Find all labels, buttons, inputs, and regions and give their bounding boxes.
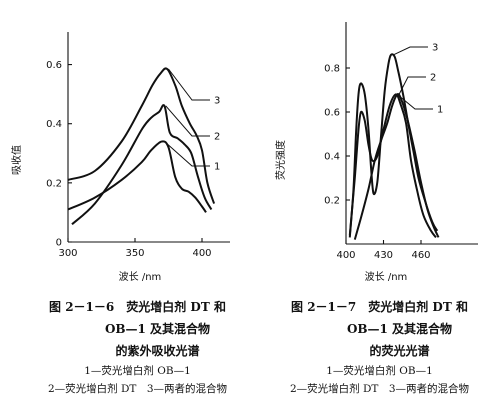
uv-chart-y-tick-label: 0 — [56, 238, 62, 249]
uv-chart-x-tick-label: 400 — [192, 248, 211, 259]
uv-chart-x-axis-title: 波长 /nm — [119, 270, 162, 283]
fl-chart-x-tick-label: 430 — [374, 250, 393, 261]
fl-chart-y-tick-label: 0.4 — [324, 152, 340, 163]
fl-chart-x-tick-label: 400 — [336, 250, 355, 261]
uv-chart-series-2-leader — [165, 105, 210, 137]
right-caption-line1: 图 2－1－7 荧光增白剂 DT 和 — [291, 300, 468, 314]
left-caption-line2: OB—1 及其混合物 — [104, 322, 211, 336]
right-caption-line3: 的荧光光谱 — [369, 344, 430, 358]
uv-chart-y-tick-label: 0.4 — [46, 119, 62, 130]
uv-chart-series-1-line — [67, 140, 207, 213]
uv-chart-x-tick-label: 300 — [58, 248, 77, 259]
fl-chart-y-axis-title: 荧光强度 — [274, 140, 287, 180]
fl-chart-series-3-label: 3 — [432, 43, 438, 54]
fl-chart-x-axis-title: 波长 /nm — [365, 270, 408, 283]
right-legend-line1: 1—荧光增白剂 OB—1 — [326, 365, 433, 377]
fl-chart-series-2-label: 2 — [430, 73, 436, 84]
left-caption-line3: 的紫外吸收光谱 — [115, 344, 200, 358]
fl-chart-series-3-leader — [393, 46, 428, 56]
uv-chart-series-3-line — [67, 67, 216, 204]
fl-chart-series-3-line — [348, 53, 439, 238]
uv-chart-series-3-leader — [168, 68, 210, 101]
uv-chart-series-1-label: 1 — [214, 162, 220, 173]
uv-chart-series-2-label: 2 — [214, 132, 220, 143]
left-legend-line2: 2—荧光增白剂 DT 3—两者的混合物 — [47, 383, 228, 395]
fl-chart-x-tick-label: 460 — [411, 250, 430, 261]
fl-chart-series-1-label: 1 — [437, 105, 443, 116]
uv-chart-y-axis-title: 吸收值 — [10, 145, 23, 175]
fl-chart-y-tick-label: 0.2 — [324, 196, 340, 207]
uv-chart-x-tick-label: 350 — [125, 248, 144, 259]
right-caption: 图 2－1－7 荧光增白剂 DT 和 OB—1 及其混合物 的荧光光谱 1—荧光… — [262, 296, 497, 398]
fl-chart-y-tick-label: 0.8 — [324, 64, 340, 75]
uv-chart-y-tick-label: 0.2 — [46, 178, 62, 189]
uv-chart-series-3-label: 3 — [214, 96, 220, 107]
uv-chart-series-2-line — [71, 104, 213, 226]
fl-chart-series-1-line — [348, 93, 437, 239]
left-legend-line1: 1—荧光增白剂 OB—1 — [84, 365, 191, 377]
fl-chart-y-tick-label: 0.6 — [324, 108, 340, 119]
left-caption-line1: 图 2－1－6 荧光增白剂 DT 和 — [49, 300, 226, 314]
left-caption: 图 2－1－6 荧光增白剂 DT 和 OB—1 及其混合物 的紫外吸收光谱 1—… — [20, 296, 255, 398]
right-legend-line2: 2—荧光增白剂 DT 3—两者的混合物 — [289, 383, 470, 395]
uv-chart-y-tick-label: 0.6 — [46, 60, 62, 71]
right-caption-line2: OB—1 及其混合物 — [346, 322, 453, 336]
